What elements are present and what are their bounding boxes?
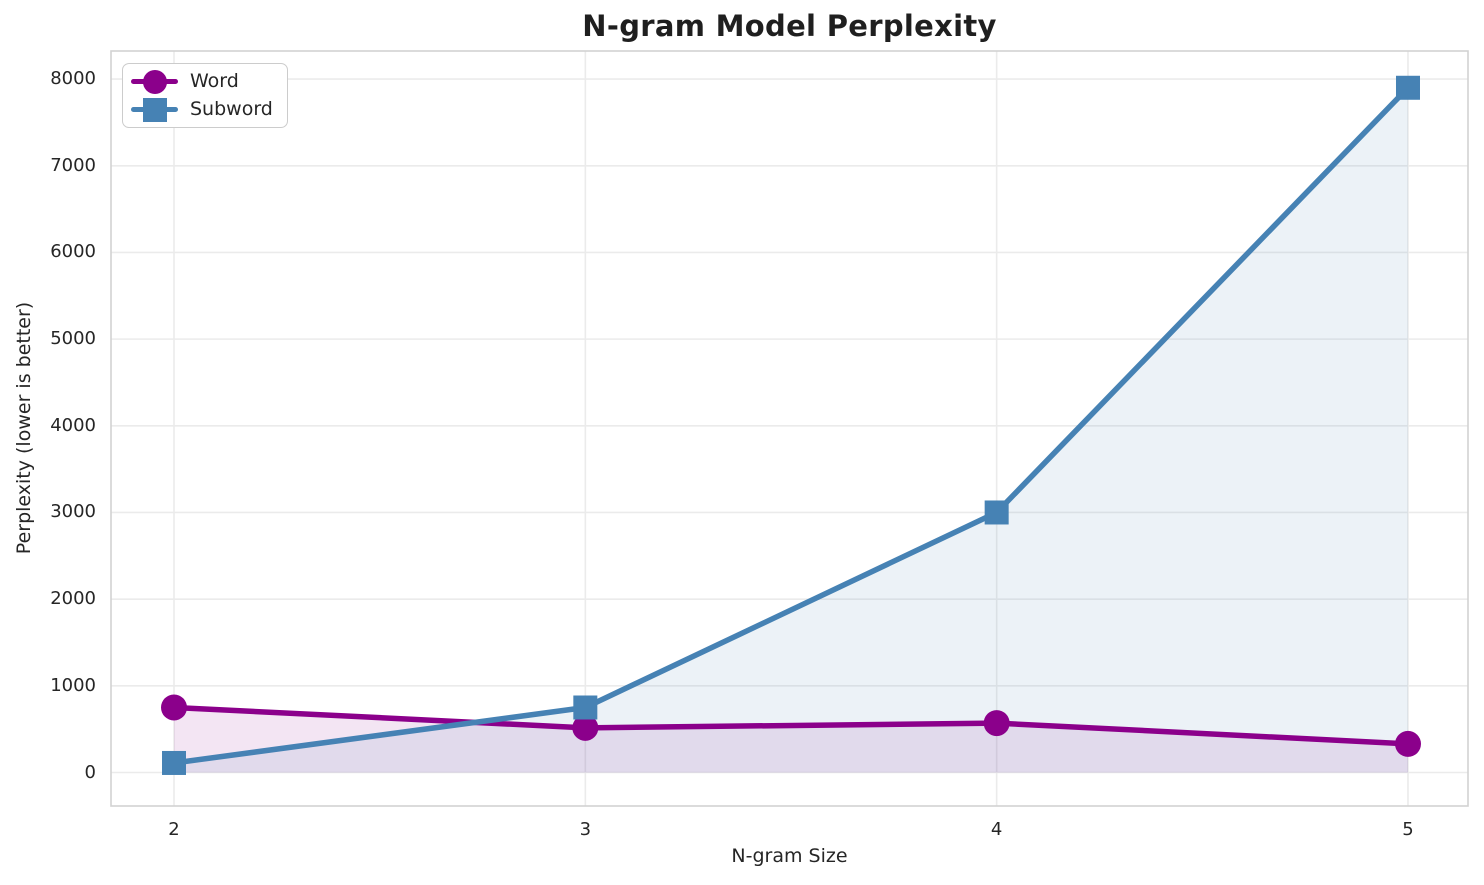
axes-spines (110, 50, 1469, 807)
x-tick-label: 2 (168, 819, 180, 840)
y-tick-label: 5000 (50, 328, 96, 350)
word-line-circle-marker-icon (131, 69, 178, 94)
word-marker (161, 694, 187, 721)
legend-label-subword: Subword (190, 98, 273, 120)
subword-marker (1395, 75, 1420, 100)
x-tick-label: 4 (990, 819, 1003, 840)
y-tick-label: 1000 (50, 674, 96, 696)
word-marker (983, 710, 1010, 737)
y-tick-label: 0 (84, 761, 96, 783)
word-marker (572, 714, 599, 741)
subword-area-fill (174, 87, 1408, 773)
legend: Word Subword (122, 63, 288, 128)
subword-marker (573, 695, 598, 720)
legend-item-word: Word (131, 69, 273, 94)
chart-title: N-gram Model Perplexity (582, 9, 997, 43)
subword-marker (984, 500, 1009, 525)
x-tick-label: 3 (579, 819, 592, 840)
subword-line (171, 85, 1411, 766)
x-axis-label: N-gram Size (731, 845, 848, 867)
y-tick-label: 8000 (50, 68, 96, 90)
subword-line-square-marker-icon (131, 97, 178, 122)
word-marker (1394, 730, 1421, 757)
y-tick-label: 2000 (50, 588, 96, 610)
subword-marker (162, 750, 186, 775)
legend-label-word: Word (190, 70, 239, 92)
y-tick-label: 7000 (50, 154, 96, 176)
y-tick-label: 6000 (50, 241, 96, 263)
word-line (171, 704, 1411, 747)
y-tick-label: 3000 (50, 501, 96, 523)
y-tick-label: 4000 (50, 414, 96, 436)
x-tick-label: 5 (1402, 819, 1414, 840)
legend-item-subword: Subword (131, 97, 273, 122)
